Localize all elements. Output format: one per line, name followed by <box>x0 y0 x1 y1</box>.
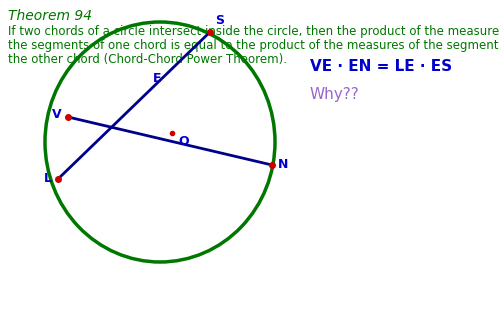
Text: VE · EN = LE · ES: VE · EN = LE · ES <box>310 59 452 74</box>
Text: O: O <box>178 135 189 148</box>
Text: the segments of one chord is equal to the product of the measures of the segment: the segments of one chord is equal to th… <box>8 39 499 52</box>
Text: V: V <box>52 109 62 122</box>
Text: N: N <box>278 159 288 171</box>
Text: If two chords of a circle intersect inside the circle, then the product of the m: If two chords of a circle intersect insi… <box>8 25 499 38</box>
Text: S: S <box>215 14 224 27</box>
Text: L: L <box>44 173 52 185</box>
Text: E: E <box>153 72 162 85</box>
Text: Theorem 94: Theorem 94 <box>8 9 92 23</box>
Text: Why??: Why?? <box>310 87 360 102</box>
Text: the other chord (Chord-Chord Power Theorem).: the other chord (Chord-Chord Power Theor… <box>8 53 287 66</box>
